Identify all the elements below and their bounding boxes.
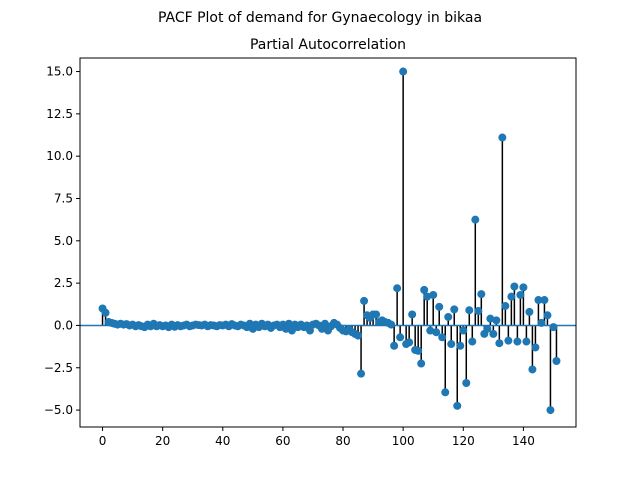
pacf-point [387, 320, 396, 329]
pacf-point [552, 356, 561, 365]
pacf-point [453, 401, 462, 410]
pacf-point [507, 292, 516, 301]
pacf-point [320, 319, 329, 328]
pacf-point [417, 359, 426, 368]
x-tick-label: 100 [392, 434, 415, 448]
pacf-point [504, 336, 513, 345]
x-tick-label: 80 [335, 434, 350, 448]
y-tick-label: 2.5 [54, 276, 73, 290]
pacf-point [420, 285, 429, 294]
figure-title: PACF Plot of demand for Gynaecology in b… [158, 10, 482, 26]
pacf-point [435, 302, 444, 311]
pacf-point [528, 365, 537, 374]
pacf-point [432, 328, 441, 337]
y-tick-label: 5.0 [54, 234, 73, 248]
pacf-point [495, 339, 504, 348]
pacf-point [284, 319, 293, 328]
pacf-point [468, 337, 477, 346]
pacf-point [447, 340, 456, 349]
x-tick-label: 60 [275, 434, 290, 448]
pacf-point [450, 305, 459, 314]
plot-frame [79, 57, 577, 428]
pacf-point [546, 406, 555, 415]
pacf-point [101, 308, 110, 317]
pacf-markers [98, 67, 561, 415]
pacf-point [519, 283, 528, 292]
pacf-point [354, 331, 363, 340]
pacf-point [438, 333, 447, 342]
y-tick-label: 12.5 [46, 107, 73, 121]
pacf-point [444, 312, 453, 321]
pacf-stems [101, 71, 558, 411]
y-tick-label: 15.0 [46, 65, 73, 79]
y-tick-label: 0.0 [54, 318, 73, 332]
pacf-point [471, 215, 480, 224]
pacf-point [510, 282, 519, 291]
pacf-point [441, 388, 450, 397]
pacf-point [462, 378, 471, 387]
pacf-point [408, 310, 417, 319]
pacf-point [426, 326, 435, 335]
pacf-point [390, 341, 399, 350]
pacf-point [357, 369, 366, 378]
pacf-point [477, 290, 486, 299]
pacf-point [489, 329, 498, 338]
x-axis-ticks: 0 20 40 60 80 100 120 140 [99, 427, 535, 448]
pacf-point [525, 307, 534, 316]
pacf-point [456, 341, 465, 350]
pacf-point [429, 290, 438, 299]
pacf-point [492, 316, 501, 325]
pacf-point [543, 311, 552, 320]
x-tick-label: 20 [155, 434, 170, 448]
pacf-point [522, 337, 531, 346]
y-tick-label: 7.5 [54, 191, 73, 205]
pacf-point [486, 314, 495, 323]
pacf-point [372, 310, 381, 319]
pacf-point [483, 324, 492, 333]
pacf-point [305, 326, 314, 335]
pacf-point [516, 290, 525, 299]
pacf-point [287, 326, 296, 335]
pacf-point [513, 337, 522, 346]
pacf-point [396, 333, 405, 342]
pacf-point [393, 284, 402, 293]
y-axis-ticks: −5.0 −2.5 0.0 2.5 5.0 7.5 10.0 12.5 15.0 [44, 65, 80, 417]
pacf-point [531, 343, 540, 352]
pacf-point [498, 133, 507, 142]
pacf-point [540, 296, 549, 305]
x-tick-label: 120 [452, 434, 475, 448]
pacf-point [405, 338, 414, 347]
pacf-point [465, 306, 474, 315]
pacf-point [549, 323, 558, 332]
pacf-point [423, 292, 432, 301]
pacf-point [537, 318, 546, 327]
pacf-point [534, 296, 543, 305]
x-tick-label: 40 [215, 434, 230, 448]
x-tick-label: 140 [512, 434, 535, 448]
y-tick-label: −5.0 [44, 403, 73, 417]
pacf-point [459, 326, 468, 335]
pacf-point [360, 296, 369, 305]
pacf-point [399, 67, 408, 76]
y-tick-label: 10.0 [46, 149, 73, 163]
pacf-point [414, 346, 423, 355]
y-tick-label: −2.5 [44, 361, 73, 375]
x-tick-label: 0 [99, 434, 107, 448]
pacf-point [501, 301, 510, 310]
pacf-point [474, 307, 483, 316]
chart-title: Partial Autocorrelation [250, 37, 406, 53]
